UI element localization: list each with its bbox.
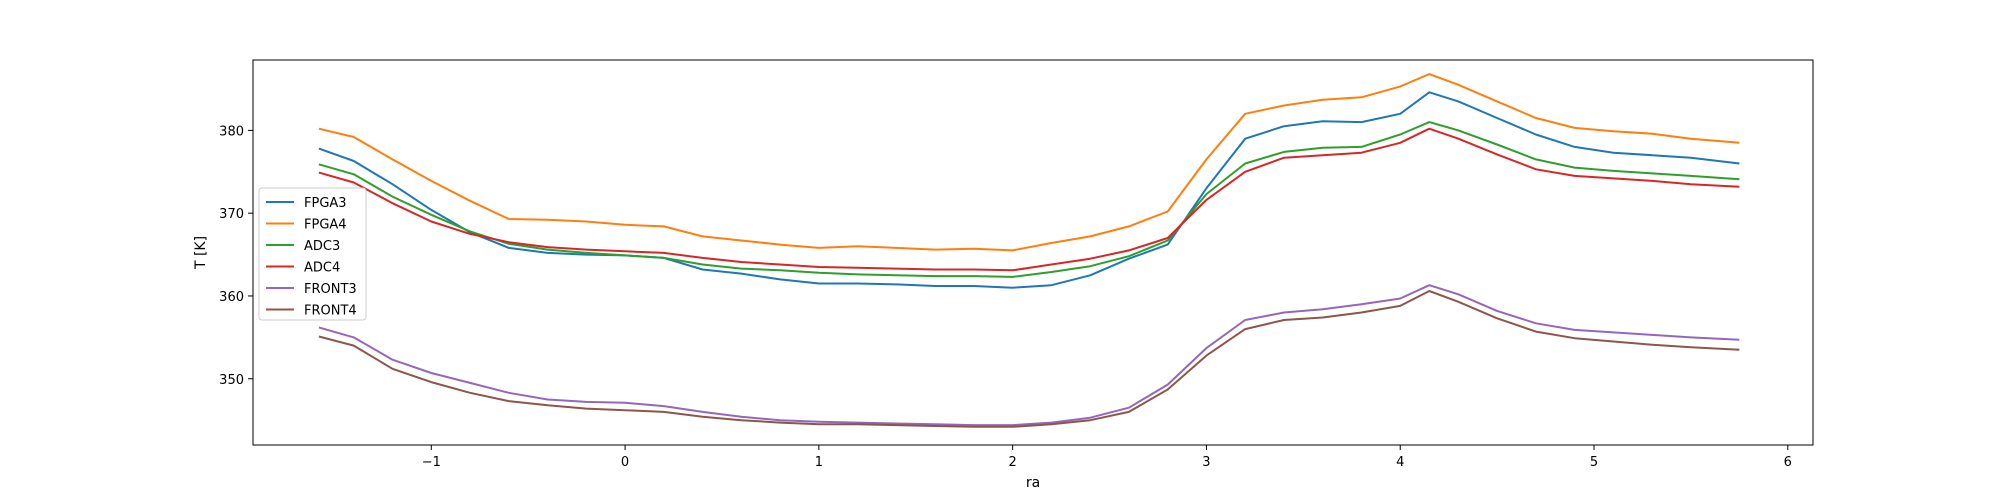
y-tick-label: 350 (219, 373, 244, 388)
series-line-fpga4 (318, 73, 1740, 252)
legend-label: FRONT4 (304, 304, 357, 319)
x-axis-label: ra (1026, 475, 1040, 491)
x-tick-label: 5 (1590, 455, 1598, 470)
series-layer (318, 73, 1740, 428)
y-axis: 350 360 370 380 (219, 124, 253, 388)
y-tick-label: 360 (219, 290, 244, 305)
series-line-fpga3 (318, 91, 1740, 289)
legend: FPGA3 FPGA4 ADC3 ADC4 FRONT3 FRONT4 (258, 187, 367, 321)
plot-frame (252, 59, 1814, 446)
series-line-adc4 (318, 127, 1740, 272)
legend-label: FRONT3 (304, 282, 357, 297)
y-axis-label: T [K] (193, 236, 209, 270)
legend-label: FPGA3 (304, 196, 347, 211)
series-line-adc3 (318, 121, 1740, 278)
x-tick-label: 2 (1009, 455, 1017, 470)
series-line-front3 (318, 284, 1740, 427)
x-axis: −1 0 1 2 3 4 5 6 (422, 445, 1792, 470)
series-line-front4 (318, 290, 1740, 428)
x-tick-label: 1 (815, 455, 823, 470)
x-tick-label: −1 (422, 455, 441, 470)
y-tick-label: 370 (219, 207, 244, 222)
x-tick-label: 4 (1396, 455, 1404, 470)
x-tick-label: 3 (1202, 455, 1210, 470)
x-tick-label: 0 (621, 455, 629, 470)
y-tick-label: 380 (219, 124, 244, 139)
legend-label: FPGA4 (304, 218, 347, 233)
legend-label: ADC4 (304, 261, 340, 276)
x-tick-label: 6 (1784, 455, 1792, 470)
legend-label: ADC3 (304, 239, 340, 254)
